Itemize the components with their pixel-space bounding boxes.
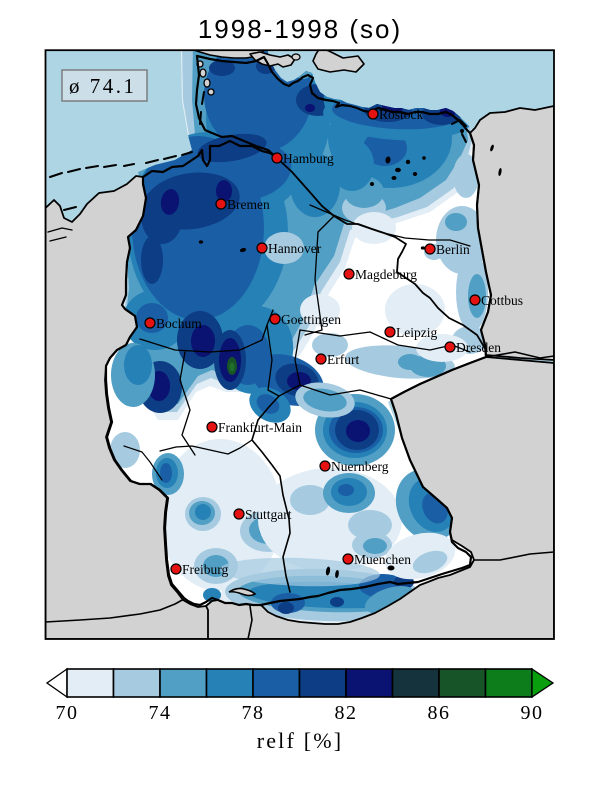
svg-text:Freiburg: Freiburg [182, 562, 228, 577]
svg-text:Stuttgart: Stuttgart [245, 507, 292, 522]
svg-text:82: 82 [335, 702, 358, 724]
svg-text:Berlin: Berlin [436, 242, 470, 257]
svg-text:ø 74.1: ø 74.1 [69, 74, 137, 98]
svg-text:Muenchen: Muenchen [354, 552, 411, 567]
svg-text:Erfurt: Erfurt [327, 352, 359, 367]
svg-text:Dresden: Dresden [456, 340, 501, 355]
svg-text:Rostock: Rostock [379, 107, 424, 122]
svg-text:74: 74 [149, 702, 172, 724]
svg-text:Bochum: Bochum [156, 316, 202, 331]
svg-text:86: 86 [428, 702, 451, 724]
svg-text:78: 78 [242, 702, 265, 724]
svg-text:Bremen: Bremen [227, 197, 270, 212]
svg-text:70: 70 [56, 702, 79, 724]
svg-text:Goettingen: Goettingen [281, 312, 341, 327]
svg-text:Nuernberg: Nuernberg [331, 459, 389, 474]
svg-text:Cottbus: Cottbus [481, 293, 523, 308]
svg-text:Hannover: Hannover [268, 241, 322, 256]
svg-text:Hamburg: Hamburg [283, 151, 334, 166]
svg-text:90: 90 [521, 702, 544, 724]
svg-text:relf [%]: relf [%] [257, 728, 344, 753]
svg-text:Frankfurt-Main: Frankfurt-Main [218, 420, 302, 435]
svg-text:Leipzig: Leipzig [396, 325, 437, 340]
svg-text:1998-1998 (so): 1998-1998 (so) [198, 14, 402, 44]
svg-text:Magdeburg: Magdeburg [355, 267, 417, 282]
